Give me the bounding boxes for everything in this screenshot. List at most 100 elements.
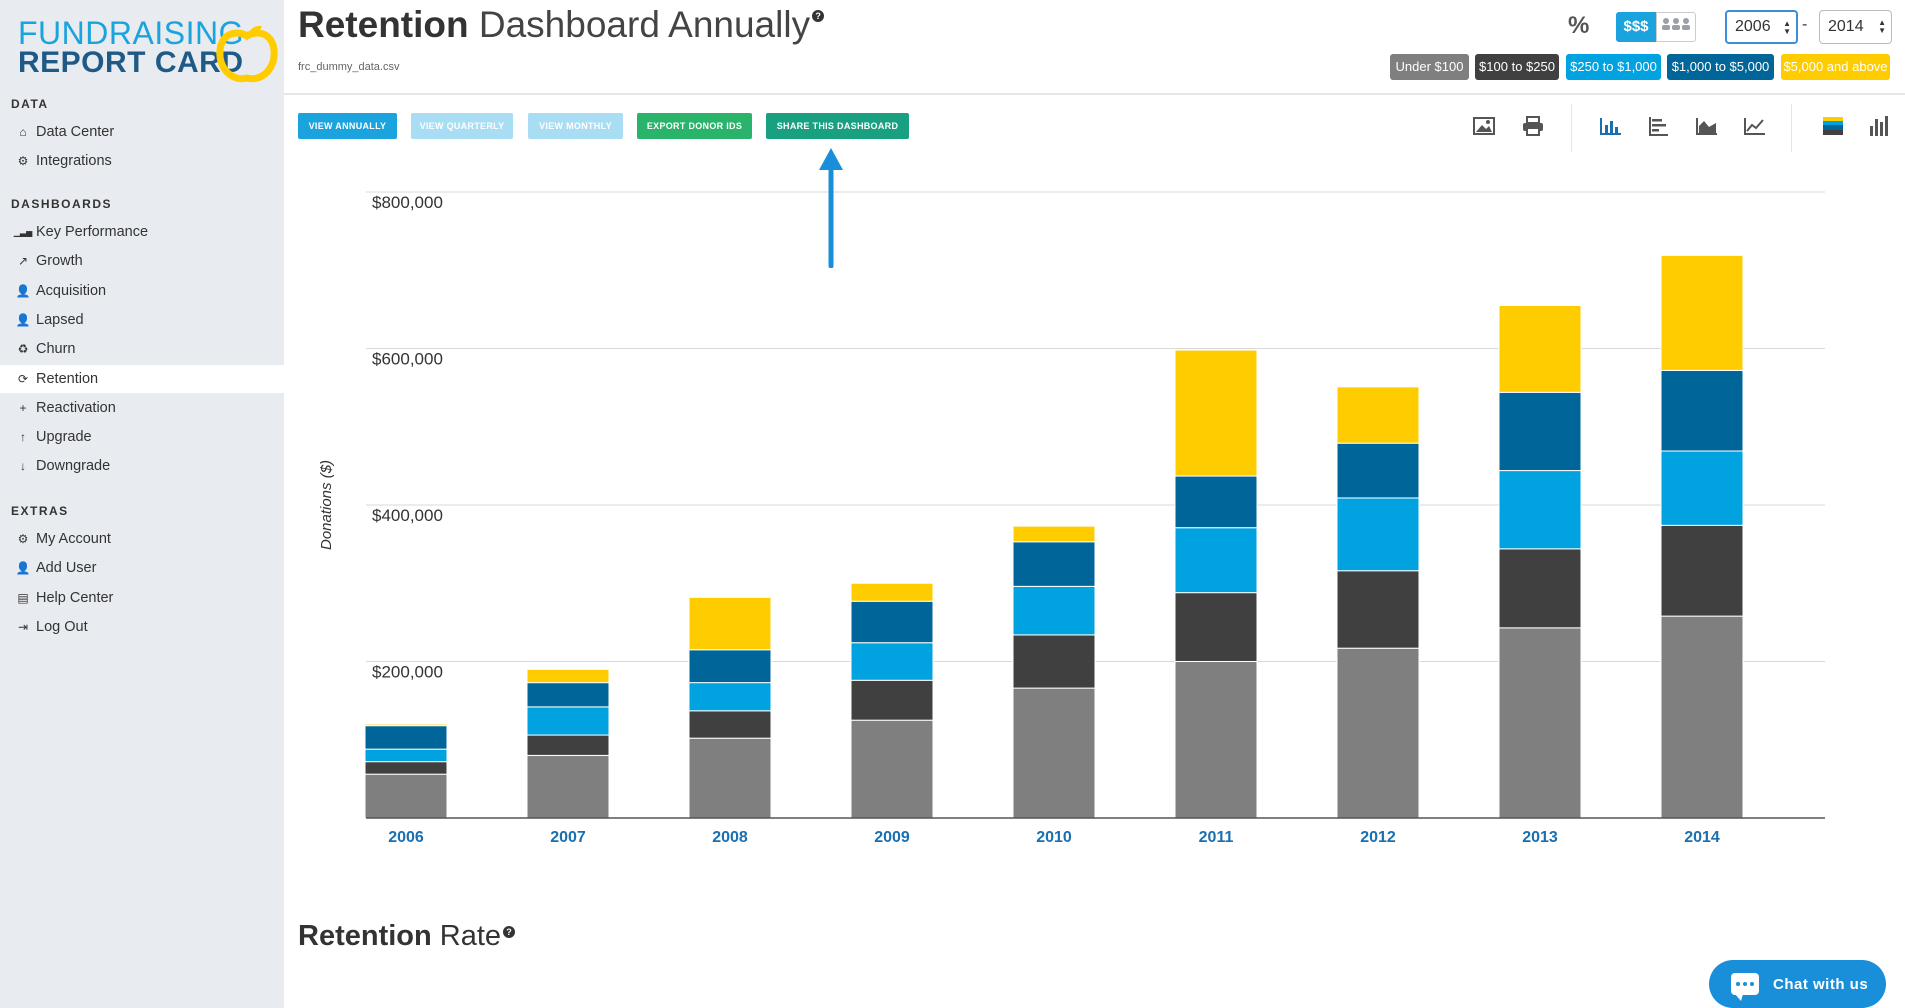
bar-segment[interactable] [1012,634,1096,689]
bar-segment[interactable] [1336,570,1420,649]
bar-segment[interactable] [1660,254,1744,371]
legend-item[interactable]: $100 to $250 [1475,54,1559,80]
sidebar-item[interactable]: ⇥ Log Out [0,613,284,641]
bar-segment[interactable] [1660,369,1744,452]
year-from-select[interactable]: 2006 ▲ ▼ [1725,10,1798,44]
bar-segment[interactable] [526,706,610,736]
legend-item[interactable]: $5,000 and above [1781,54,1890,80]
sidebar-item[interactable]: 👤 Lapsed [0,306,284,334]
donors-toggle[interactable] [1656,12,1696,42]
plus-icon: + [19,400,27,415]
bar-segment[interactable] [1498,470,1582,550]
help-icon[interactable]: ? [812,10,825,22]
grouped-bars-icon[interactable] [1866,114,1892,138]
sidebar-item[interactable]: ↗ Growth [0,247,284,275]
sidebar-item[interactable]: ▤ Help Center [0,584,284,612]
dollar-toggle[interactable]: $$$ [1616,12,1656,42]
sidebar-item[interactable]: + Reactivation [0,394,284,422]
legend-item[interactable]: $250 to $1,000 [1566,54,1661,80]
bar-segment[interactable] [1174,475,1258,529]
x-tick-label: 2006 [388,829,424,846]
bar-segment[interactable] [364,773,448,819]
sidebar-item[interactable]: ↑ Upgrade [0,423,284,451]
bar-segment[interactable] [1498,627,1582,819]
y-tick-label: $600,000 [372,350,443,369]
recycle-icon: ♻ [17,342,29,357]
year-to-select[interactable]: 2014 ▲ ▼ [1819,10,1892,44]
sidebar-item-label: Churn [36,341,76,358]
percent-toggle[interactable]: % [1568,12,1590,39]
bar-segment[interactable] [688,737,772,819]
sidebar-item[interactable]: ↓ Downgrade [0,452,284,480]
sidebar-item[interactable]: ♻ Churn [0,335,284,363]
bar-segment[interactable] [526,682,610,708]
sidebar-item-label: Data Center [36,124,115,140]
sidebar-item-label: Retention [36,370,99,387]
bar-segment[interactable] [526,754,610,819]
line-chart-icon[interactable] [1742,114,1768,138]
bar-segment[interactable] [1012,687,1096,819]
view-monthly-button[interactable]: VIEW MONTHLY [528,113,623,139]
home-icon: ⌂ [19,125,27,139]
bar-segment[interactable] [1174,661,1258,819]
print-icon[interactable] [1520,114,1546,138]
bar-segment[interactable] [1174,527,1258,594]
sidebar-item[interactable]: 👤 Add User [0,554,284,582]
bar-segment[interactable] [526,734,610,756]
bar-segment[interactable] [1660,450,1744,526]
sidebar-item-label: Growth [36,253,83,270]
y-tick-label: $400,000 [372,506,443,525]
bar-segment[interactable] [688,649,772,684]
view-annually-button[interactable]: VIEW ANNUALLY [298,113,397,139]
bar-segment[interactable] [688,682,772,712]
bar-segment[interactable] [1336,442,1420,499]
bar-segment[interactable] [850,679,934,721]
bar-segment[interactable] [1174,592,1258,663]
stacked-colors-icon[interactable] [1820,114,1846,138]
bar-segment[interactable] [1012,585,1096,636]
bar-segment[interactable] [850,582,934,602]
bar-segment[interactable] [1498,304,1582,393]
select-arrows-icon: ▲ ▼ [1878,18,1886,35]
bar-segment[interactable] [1498,391,1582,472]
bar-segment[interactable] [1498,548,1582,629]
legend-item[interactable]: $1,000 to $5,000 [1667,54,1774,80]
x-tick-label: 2009 [874,829,910,846]
page-title: Retention Dashboard Annually? [298,4,825,46]
area-chart-icon[interactable] [1694,114,1720,138]
bar-segment[interactable] [1336,647,1420,819]
bar-segment[interactable] [364,748,448,763]
chat-button[interactable]: Chat with us [1709,960,1886,1008]
bar-segment[interactable] [364,725,448,750]
legend-item[interactable]: Under $100 [1390,54,1469,80]
sidebar-item[interactable]: ⌂ Data Center [0,118,284,146]
sidebar-item[interactable]: ⟳ Retention [0,364,284,393]
help-icon[interactable]: ? [503,926,516,938]
export-donor-ids-button[interactable]: EXPORT DONOR IDS [637,113,752,139]
bar-segment[interactable] [688,596,772,651]
bar-segment[interactable] [1174,349,1258,477]
bar-segment[interactable] [364,723,448,727]
bar-segment[interactable] [1336,497,1420,572]
bar-segment[interactable] [526,668,610,684]
bar-segment[interactable] [1660,615,1744,819]
bar-segment[interactable] [850,600,934,644]
bar-segment[interactable] [850,719,934,819]
bar-segment[interactable] [1012,541,1096,587]
share-dashboard-button[interactable]: SHARE THIS DASHBOARD [766,113,909,139]
bar-segment[interactable] [364,761,448,775]
horizontal-bar-chart-icon[interactable] [1646,114,1672,138]
sidebar-item[interactable]: ▁▃▅ Key Performance [0,218,284,246]
logo[interactable]: FUNDRAISING REPORT CARD [18,16,278,83]
bar-segment[interactable] [688,710,772,739]
image-icon[interactable] [1471,114,1497,138]
sidebar-item[interactable]: ⚙ My Account [0,525,284,553]
view-quarterly-button[interactable]: VIEW QUARTERLY [411,113,513,139]
bar-segment[interactable] [1012,525,1096,543]
bar-segment[interactable] [850,642,934,681]
sidebar-item[interactable]: ⚙ Integrations [0,147,284,175]
bar-segment[interactable] [1336,386,1420,444]
sidebar-item[interactable]: 👤 Acquisition [0,277,284,305]
bar-chart-icon[interactable] [1598,114,1624,138]
bar-segment[interactable] [1660,524,1744,617]
